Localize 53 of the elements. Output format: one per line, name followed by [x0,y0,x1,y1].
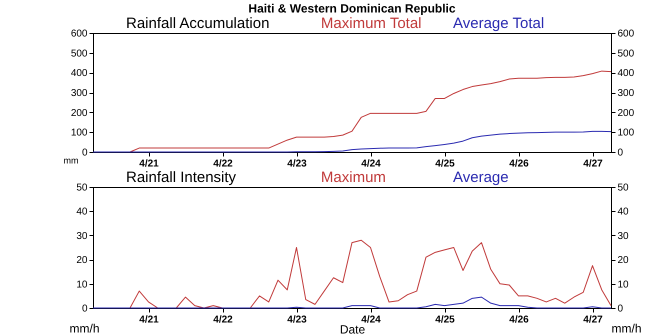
y2-tick-label: 500 [618,48,635,60]
y-tick-label: 200 [70,108,88,119]
y2-tick-label: 200 [618,108,635,119]
x-tick-label: 4/24 [361,158,382,170]
x-tick-label: 4/24 [361,314,382,326]
text: Average Total [453,15,544,32]
x-tick-label: 4/22 [213,158,234,170]
text: Maximum Total [320,15,422,32]
x-tick-label: 4/23 [287,314,308,326]
y-tick-label: 400 [70,68,88,80]
x-tick-label: 4/27 [583,314,604,326]
y-tick-label: 100 [70,128,88,139]
y-tick-label: 10 [76,279,88,290]
text: Maximum [320,169,386,186]
y-tick-label: 50 [76,182,88,194]
chart-title: Rainfall Intensity [126,169,237,186]
y-axis-title: mm/h [70,322,100,335]
x-tick-label: 4/21 [139,158,160,170]
y-tick-label: 500 [70,48,88,60]
y2-axis-title: mm/h [612,322,642,335]
text: Average [453,169,509,186]
y2-tick-label: 20 [618,255,630,266]
y-tick-label: 600 [70,28,88,40]
y2-tick-label: 50 [618,182,630,194]
x-tick-label: 4/25 [435,158,456,170]
x-tick-label: 4/25 [435,314,456,326]
y-axis-title: mm [64,156,78,166]
y2-tick-label: 0 [618,148,624,158]
chart-subtitle: Rainfall Accumulation [126,15,270,32]
y2-tick-label: 30 [618,230,630,242]
chart-title: Haiti & Western Dominican Republic [248,2,456,16]
x-tick-label: 4/26 [509,158,530,170]
y-tick-label: 300 [70,88,88,99]
y-tick-label: 40 [76,206,88,218]
y2-tick-label: 0 [618,304,624,314]
y2-tick-label: 300 [618,88,635,99]
y-tick-label: 20 [76,255,88,266]
x-tick-label: 4/27 [583,158,604,170]
x-tick-label: 4/21 [139,314,160,326]
x-tick-label: 4/22 [213,314,234,326]
y-tick-label: 0 [82,148,88,158]
y2-tick-label: 10 [618,279,630,290]
line-series [92,296,612,308]
y2-tick-label: 40 [618,206,630,218]
y2-tick-label: 400 [618,68,635,80]
x-tick-label: 4/26 [509,314,530,326]
line-series [92,130,612,152]
x-axis-title: Date [340,322,366,335]
y-tick-label: 0 [82,304,88,314]
y2-tick-label: 100 [618,128,635,139]
y-tick-label: 30 [76,230,88,242]
y2-tick-label: 600 [618,28,635,40]
x-tick-label: 4/23 [287,158,308,170]
